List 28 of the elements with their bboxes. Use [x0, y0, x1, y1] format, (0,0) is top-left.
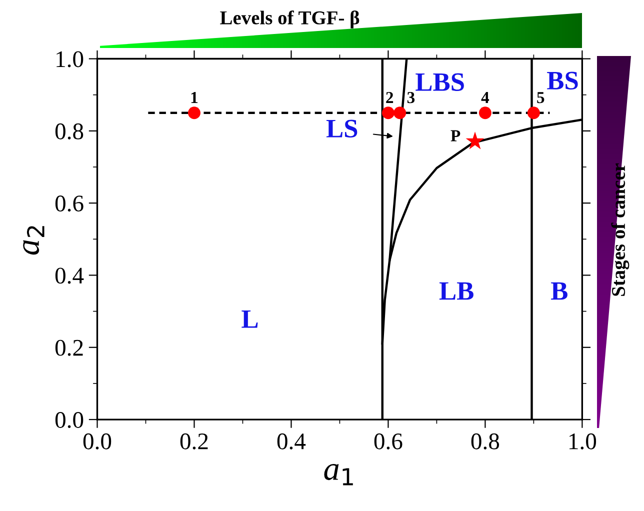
annotation: 1 [191, 92, 198, 103]
x-tick-label: 0.4 [277, 433, 306, 450]
annotation: P [450, 130, 460, 142]
annotation: L [242, 310, 258, 328]
annotation: 3 [407, 92, 415, 104]
y-tick-label: 0.8 [55, 123, 84, 140]
x-tick-label: 0.2 [180, 433, 208, 450]
text: Stages of cancer [611, 163, 630, 296]
annotation: 5 [537, 92, 544, 104]
annotation: LB [439, 282, 474, 300]
x-tick-label: 0.0 [83, 433, 112, 450]
annotation: BS [547, 72, 578, 90]
y-tick-label: 0.6 [55, 196, 84, 212]
annotation: 2 [386, 92, 394, 103]
x-tick-label: 1.0 [569, 433, 596, 450]
annotation: LBS [416, 73, 464, 91]
annotation: B [551, 282, 568, 300]
chart-title: Levels of TGF- β [220, 10, 360, 28]
annotation: LS [326, 120, 358, 138]
x-axis-title: a$_{1}$ [324, 464, 353, 486]
x-tick-label: 0.6 [374, 433, 402, 450]
y-tick-label: 1.0 [56, 51, 84, 68]
y-tick-label: 0.4 [55, 268, 84, 284]
y-axis-title: a$_{2}$ [23, 226, 44, 255]
annotation: 4 [481, 92, 490, 103]
y-tick-label: 0.2 [55, 340, 83, 356]
x-tick-label: 0.8 [471, 433, 500, 450]
y-tick-label: 0.0 [55, 412, 84, 428]
